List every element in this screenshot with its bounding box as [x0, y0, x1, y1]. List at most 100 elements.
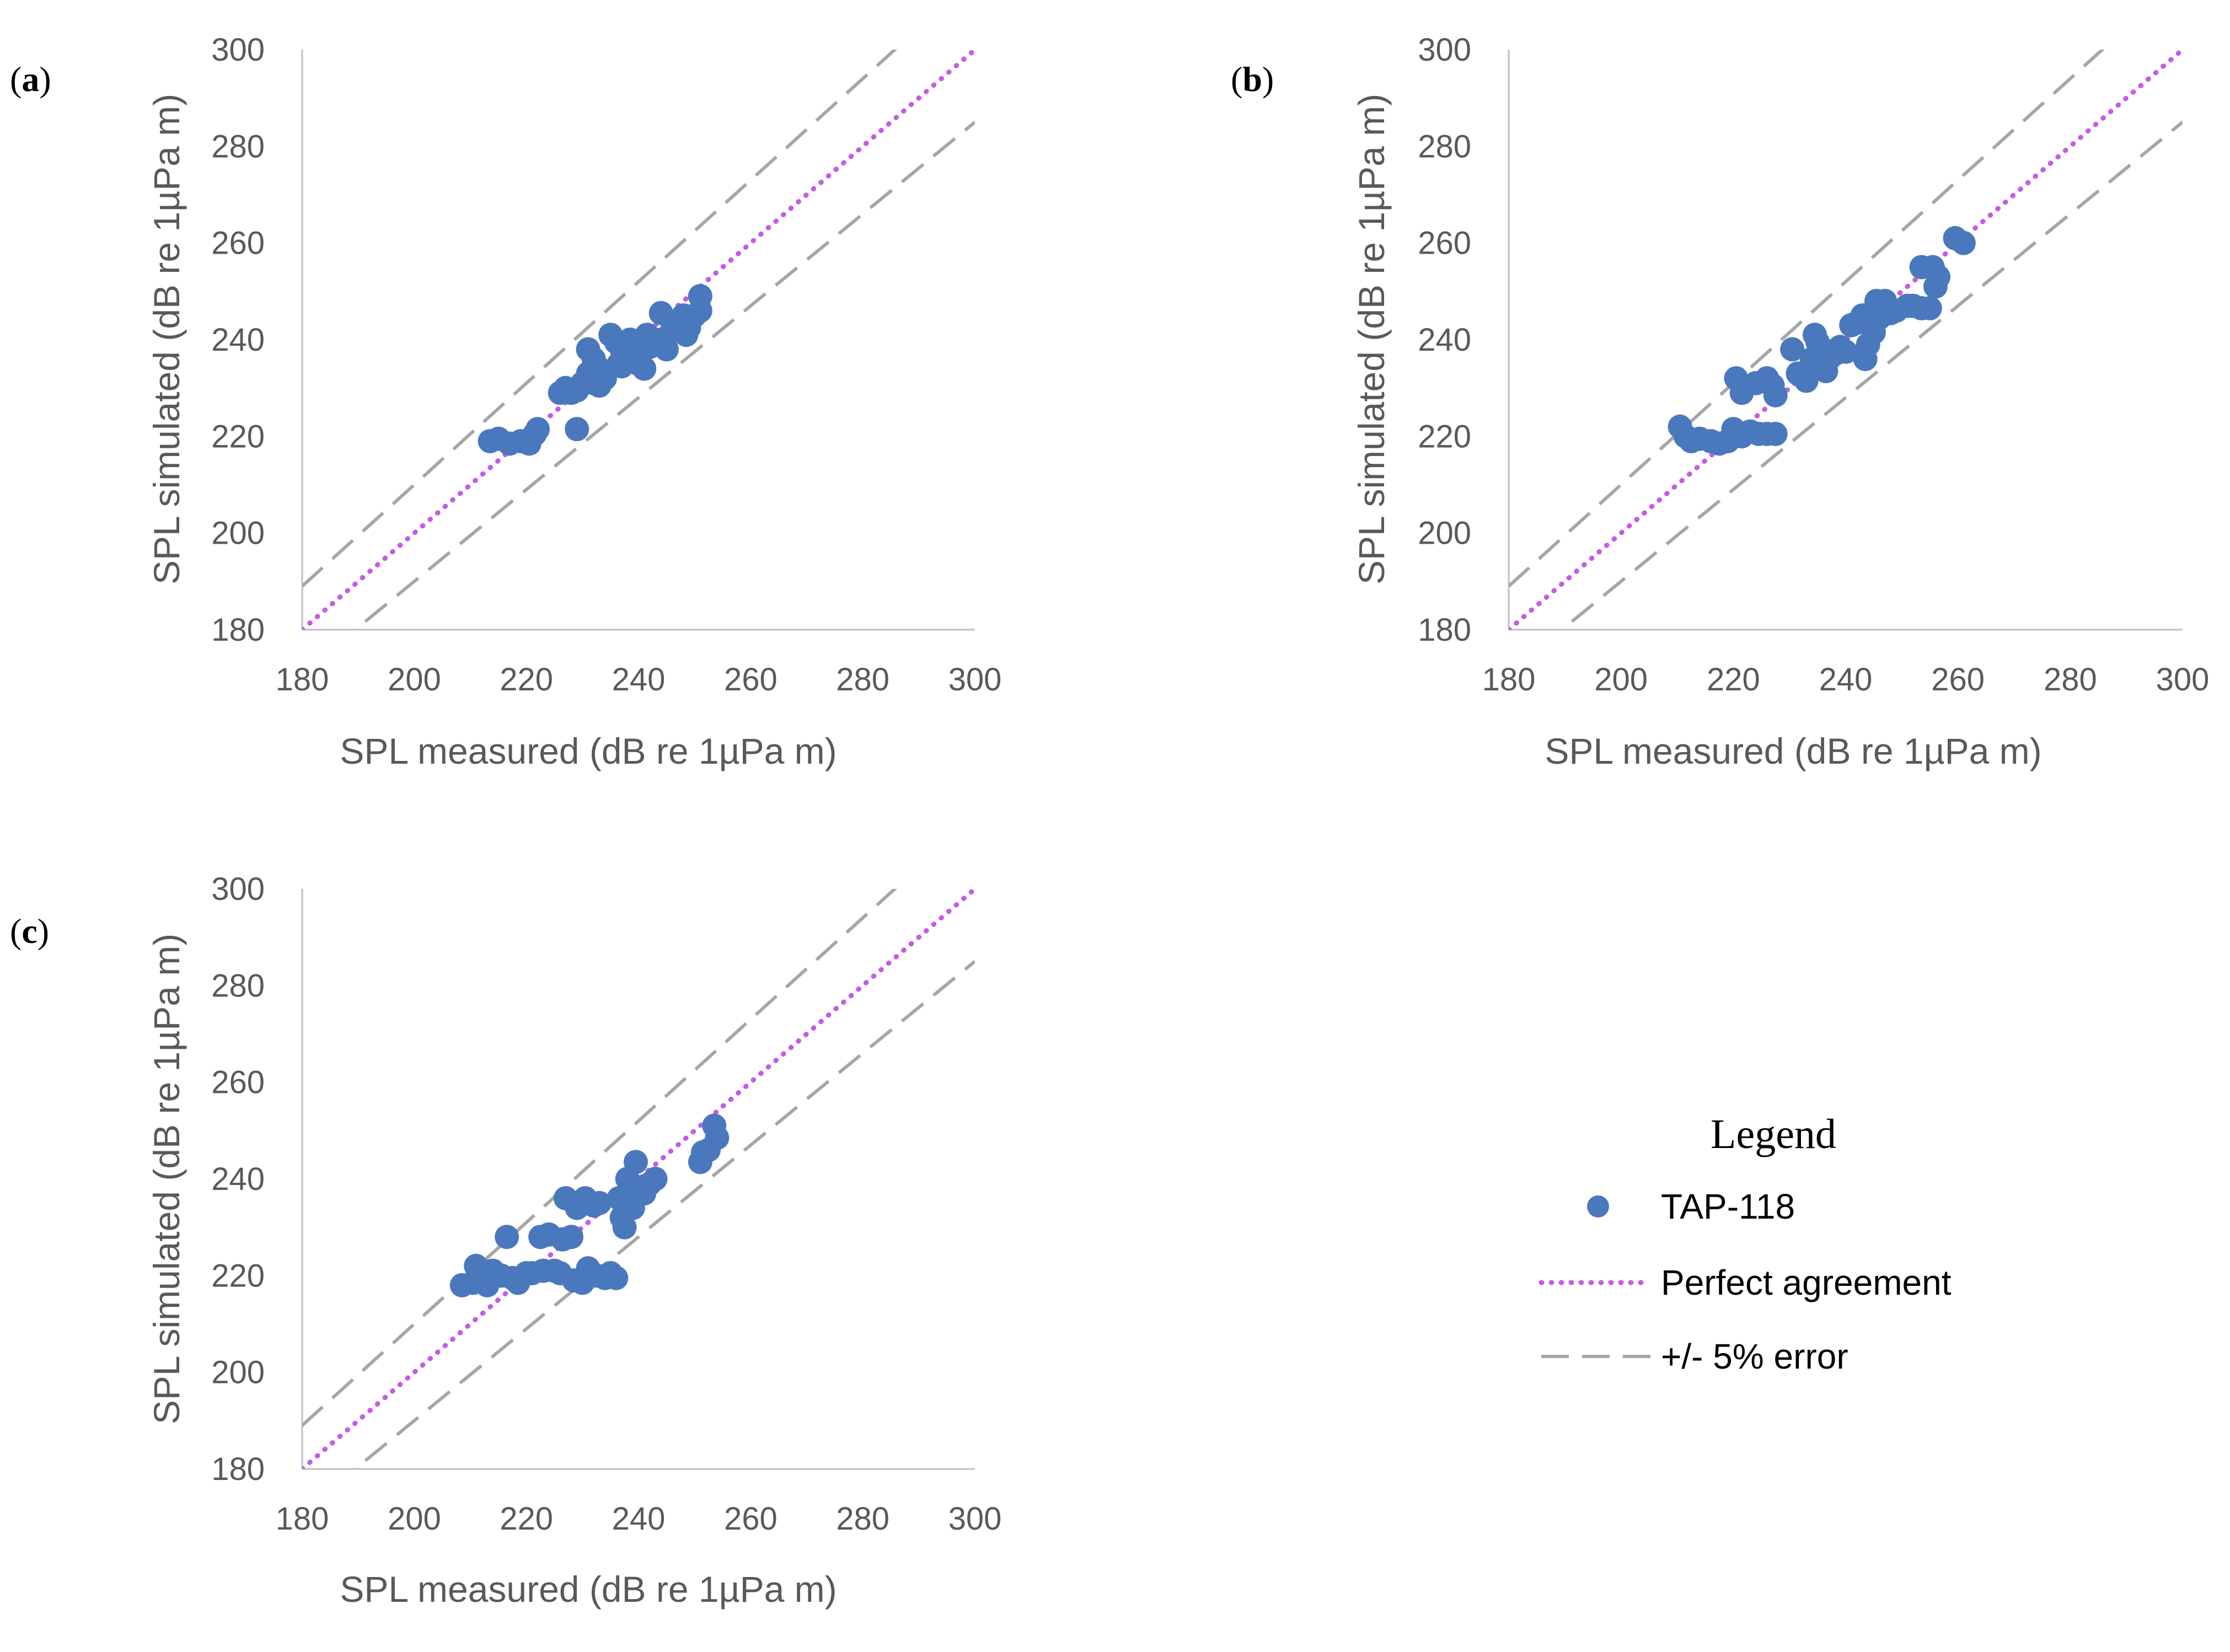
x-tick-label: 180 [276, 662, 329, 698]
chart-panel-a: (a) 180 200 220 240 260 280 300 180 200 220 240 26… [10, 32, 1002, 771]
data-point [623, 1150, 648, 1174]
data-point [565, 417, 589, 442]
data-point [620, 347, 645, 372]
y-axis-title-c: SPL simulated (dB re 1µPa m) [146, 934, 187, 1424]
y-tick-label: 180 [211, 1451, 265, 1487]
x-tick-label: 260 [1931, 662, 1985, 698]
x-tick-label: 280 [2044, 662, 2097, 698]
x-axis-title-b: SPL measured (dB re 1µPa m) [1545, 731, 2041, 771]
y-tick-label: 220 [211, 419, 265, 454]
x-tick-label: 220 [1707, 662, 1760, 698]
y-tick-label: 240 [1418, 322, 1471, 358]
x-tick-label: 260 [724, 1501, 778, 1537]
data-point [559, 1225, 583, 1249]
chart-panel-b: (b) 180 200 220 240 260 280 300 180 200 220 240 26… [1231, 32, 2210, 771]
data-point [648, 328, 673, 352]
x-tick-label: 280 [836, 662, 889, 698]
data-points-a [478, 284, 712, 456]
reference-lines-c [302, 889, 975, 1469]
legend-marker-circle-icon [1587, 1195, 1609, 1217]
data-point [604, 1265, 629, 1290]
data-point [495, 1225, 519, 1249]
data-point [1834, 339, 1858, 364]
x-tick-label: 240 [612, 1501, 666, 1537]
data-points-b [1668, 226, 1976, 456]
x-tick-label: 300 [948, 1501, 1002, 1537]
data-point [643, 1167, 668, 1191]
y-tick-label: 200 [211, 516, 265, 551]
data-point [1780, 337, 1805, 362]
y-tick-label: 240 [211, 322, 265, 358]
x-axis-title-a: SPL measured (dB re 1µPa m) [340, 731, 837, 771]
axes-a [301, 50, 975, 631]
x-tick-label: 300 [2156, 662, 2210, 698]
error-bound-line [352, 121, 975, 630]
error-bound-line [302, 50, 898, 588]
y-tick-label: 300 [211, 871, 265, 907]
legend-label-error: +/- 5% error [1661, 1337, 1848, 1376]
error-bound-line [1509, 50, 2105, 588]
y-tick-label: 300 [1418, 32, 1471, 68]
y-tick-labels-a: 180 200 220 240 260 280 300 [211, 32, 265, 648]
y-tick-label: 180 [211, 612, 265, 648]
x-tick-label: 220 [500, 1501, 553, 1537]
data-point [688, 284, 712, 309]
data-point [1763, 383, 1788, 407]
data-point [612, 1215, 637, 1240]
perfect-agreement-line [302, 889, 975, 1469]
x-tick-label: 200 [388, 662, 441, 698]
legend-label-perfect-agreement: Perfect agreement [1661, 1263, 1952, 1302]
y-tick-label: 200 [211, 1355, 265, 1391]
legend-label-tap118: TAP-118 [1661, 1187, 1795, 1226]
x-axis-title-c: SPL measured (dB re 1µPa m) [340, 1569, 837, 1610]
y-tick-label: 220 [1418, 419, 1471, 454]
error-bound-line [302, 889, 898, 1427]
y-tick-label: 280 [211, 128, 265, 164]
y-axis-title-b: SPL simulated (dB re 1µPa m) [1351, 94, 1392, 584]
y-tick-label: 180 [1418, 612, 1471, 648]
x-tick-label: 220 [500, 662, 553, 698]
data-point [705, 1125, 730, 1150]
data-point [1926, 265, 1951, 289]
y-tick-label: 260 [211, 1065, 265, 1101]
x-tick-label: 240 [1819, 662, 1873, 698]
y-tick-label: 240 [211, 1161, 265, 1197]
y-axis-title-a: SPL simulated (dB re 1µPa m) [146, 94, 187, 584]
x-tick-label: 180 [1482, 662, 1536, 698]
data-point [526, 417, 550, 442]
x-tick-labels-b: 180 200 220 240 260 280 300 [1482, 662, 2210, 698]
x-tick-label: 180 [276, 1501, 329, 1537]
perfect-agreement-line [302, 50, 975, 630]
error-bound-line [1559, 121, 2183, 630]
y-tick-label: 300 [211, 32, 265, 68]
y-tick-labels-c: 180 200 220 240 260 280 300 [211, 871, 265, 1487]
x-tick-label: 200 [388, 1501, 441, 1537]
y-tick-label: 260 [1418, 226, 1471, 261]
data-point [1951, 230, 1976, 255]
axes-c [301, 889, 975, 1470]
x-tick-label: 260 [724, 662, 778, 698]
error-bound-line [352, 960, 975, 1469]
panel-label-c: (c) [10, 911, 49, 951]
y-tick-label: 220 [211, 1258, 265, 1294]
data-point [587, 1190, 612, 1215]
x-tick-label: 300 [948, 662, 1002, 698]
panel-label-b: (b) [1231, 60, 1274, 99]
y-tick-label: 200 [1418, 516, 1471, 551]
x-tick-label: 280 [836, 1501, 889, 1537]
reference-lines-a [302, 50, 975, 630]
x-tick-labels-c: 180 200 220 240 260 280 300 [276, 1501, 1002, 1537]
data-points-c [449, 1113, 730, 1297]
y-tick-label: 260 [211, 226, 265, 261]
x-tick-label: 240 [612, 662, 666, 698]
y-tick-label: 280 [211, 968, 265, 1004]
y-tick-label: 280 [1418, 128, 1471, 164]
data-point [1763, 421, 1788, 446]
data-point [1917, 296, 1942, 321]
legend-title: Legend [1711, 1111, 1836, 1157]
legend: Legend TAP-118 Perfect agreement +/- 5% … [1539, 1111, 1952, 1376]
x-tick-labels-a: 180 200 220 240 260 280 300 [276, 662, 1002, 698]
chart-panel-c: (c) 180 200 220 240 260 280 300 180 200 220 240 26… [10, 871, 1002, 1610]
panel-label-a: (a) [10, 60, 51, 99]
